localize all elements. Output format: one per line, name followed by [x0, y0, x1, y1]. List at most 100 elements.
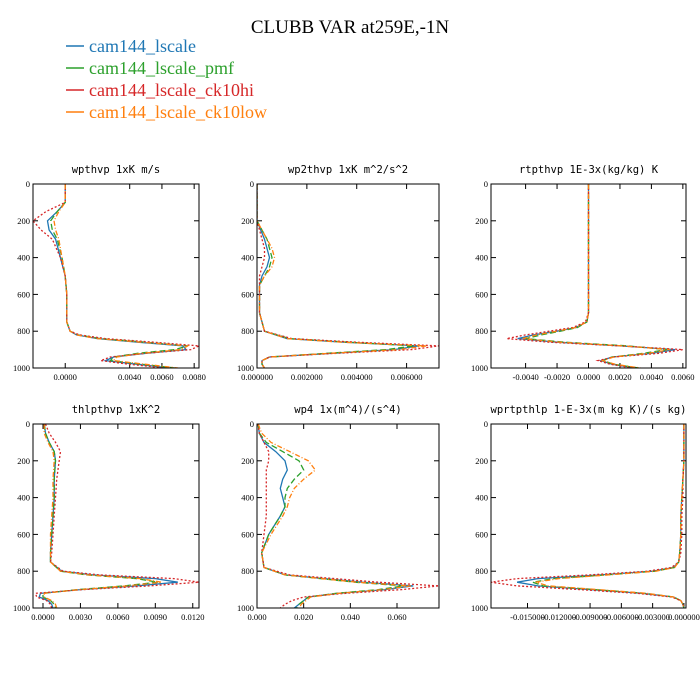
y-tick-label: 400 — [475, 253, 488, 263]
x-tick-label: -0.015000 — [510, 612, 545, 622]
panel-title: wprtpthlp 1-E-3x(m kg K)/(s kg) — [491, 404, 687, 416]
panel-title: thlpthvp 1xK^2 — [72, 404, 161, 416]
chart-panel: wprtpthlp 1-E-3x(m kg K)/(s kg)0 200 400 60… — [471, 404, 700, 622]
series-line — [38, 424, 178, 608]
y-tick-label: 0 — [484, 419, 488, 429]
x-tick-label: 0.0120 — [181, 612, 204, 622]
panel-title: rtpthvp 1E-3x(kg/kg) K — [519, 164, 659, 176]
series-line — [491, 424, 685, 608]
y-tick-label: 800 — [475, 326, 488, 336]
x-tick-label: 0.0000 — [31, 612, 54, 622]
x-tick-label: -0.0020 — [544, 372, 570, 382]
y-tick-label: 400 — [241, 253, 254, 263]
x-tick-label: -0.006000 — [604, 612, 639, 622]
series-line — [530, 424, 685, 608]
y-tick-label: 1000 — [237, 603, 254, 613]
legend-label: cam144_lscale — [89, 36, 196, 56]
x-tick-label: 0.006000 — [391, 372, 423, 382]
series-line — [257, 184, 420, 368]
y-tick-label: 1000 — [471, 603, 488, 613]
plot-frame — [490, 423, 687, 609]
y-tick-label: 400 — [17, 253, 30, 263]
y-tick-label: 800 — [241, 566, 254, 576]
y-tick-label: 600 — [241, 529, 254, 539]
x-tick-label: 0.0000 — [577, 372, 600, 382]
x-tick-label: -0.009000 — [573, 612, 608, 622]
legend-label: cam144_lscale_ck10low — [89, 102, 267, 122]
y-tick-label: 1000 — [13, 603, 30, 613]
y-tick-label: 0 — [250, 419, 254, 429]
x-tick-label: 0.000 — [247, 612, 266, 622]
series-line — [257, 184, 439, 368]
y-tick-label: 600 — [17, 289, 30, 299]
chart-panel: rtpthvp 1E-3x(kg/kg) K 0 200 400 600 800 1000 -… — [471, 164, 695, 382]
plot-frame — [256, 183, 440, 369]
y-tick-label: 600 — [17, 529, 30, 539]
x-tick-label: 0.040 — [341, 612, 360, 622]
x-tick-label: 0.0040 — [640, 372, 663, 382]
x-tick-label: 0.004000 — [341, 372, 373, 382]
x-tick-label: 0.000000 — [241, 372, 273, 382]
y-tick-label: 800 — [17, 566, 30, 576]
series-line — [53, 184, 190, 368]
panel-title: wp4 1x(m^4)/(s^4) — [294, 404, 401, 416]
series-line — [43, 424, 162, 608]
series-line — [522, 184, 671, 368]
y-tick-label: 200 — [475, 216, 488, 226]
x-tick-label: 0.0080 — [182, 372, 205, 382]
y-tick-label: 800 — [17, 326, 30, 336]
legend-entry: cam144_lscale_pmf — [66, 58, 234, 78]
x-tick-label: 0.0000 — [54, 372, 77, 382]
y-tick-label: 1000 — [237, 363, 254, 373]
y-tick-label: 200 — [241, 456, 254, 466]
y-tick-label: 200 — [17, 456, 30, 466]
y-tick-label: 600 — [475, 289, 488, 299]
legend: cam144_lscalecam144_lscale_pmfcam144_lsc… — [66, 36, 267, 122]
series-line — [257, 424, 412, 608]
y-tick-label: 1000 — [13, 363, 30, 373]
series-line — [42, 424, 158, 608]
legend-entry: cam144_lscale_ck10low — [66, 102, 267, 122]
series-line — [506, 184, 684, 368]
y-tick-label: 200 — [17, 216, 30, 226]
x-tick-label: 0.002000 — [291, 372, 323, 382]
y-tick-label: 400 — [17, 493, 30, 503]
y-tick-label: 200 — [241, 216, 254, 226]
y-tick-label: 600 — [475, 529, 488, 539]
series-line — [535, 424, 685, 608]
x-tick-label: 0.0020 — [608, 372, 631, 382]
x-tick-label: 0.0040 — [118, 372, 141, 382]
legend-entry: cam144_lscale_ck10hi — [66, 80, 254, 100]
series-line — [525, 184, 668, 368]
x-tick-label: 0.060 — [387, 612, 406, 622]
series-line — [516, 424, 685, 608]
x-tick-label: -0.0040 — [512, 372, 538, 382]
y-tick-label: 0 — [484, 179, 488, 189]
panel-title: wp2thvp 1xK m^2/s^2 — [288, 164, 408, 176]
panel-title: wpthvp 1xK m/s — [72, 164, 161, 176]
y-tick-label: 0 — [26, 419, 30, 429]
y-tick-label: 800 — [475, 566, 488, 576]
x-tick-label: 0.000000 — [668, 612, 700, 622]
y-tick-label: 1000 — [471, 363, 488, 373]
plot-frame — [490, 183, 687, 369]
legend-label: cam144_lscale_pmf — [89, 58, 234, 78]
x-tick-label: 0.0060 — [106, 612, 129, 622]
x-tick-label: 0.0060 — [671, 372, 694, 382]
chart-panel: wp2thvp 1xK m^2/s^2020040060080010000.00… — [237, 164, 440, 382]
y-tick-label: 800 — [241, 326, 254, 336]
chart-panel: wpthvp 1xK m/s 0 200 400 600 800 1000 0.0000 0.0… — [13, 164, 206, 382]
y-tick-label: 0 — [250, 179, 254, 189]
y-tick-label: 0 — [26, 179, 30, 189]
series-line — [257, 424, 439, 608]
legend-entry: cam144_lscale — [66, 36, 196, 56]
plot-frame — [256, 423, 440, 609]
legend-label: cam144_lscale_ck10hi — [89, 80, 254, 100]
figure-title: CLUBB VAR at259E,-1N — [251, 17, 450, 38]
x-tick-label: 0.0090 — [144, 612, 167, 622]
y-tick-label: 400 — [475, 493, 488, 503]
